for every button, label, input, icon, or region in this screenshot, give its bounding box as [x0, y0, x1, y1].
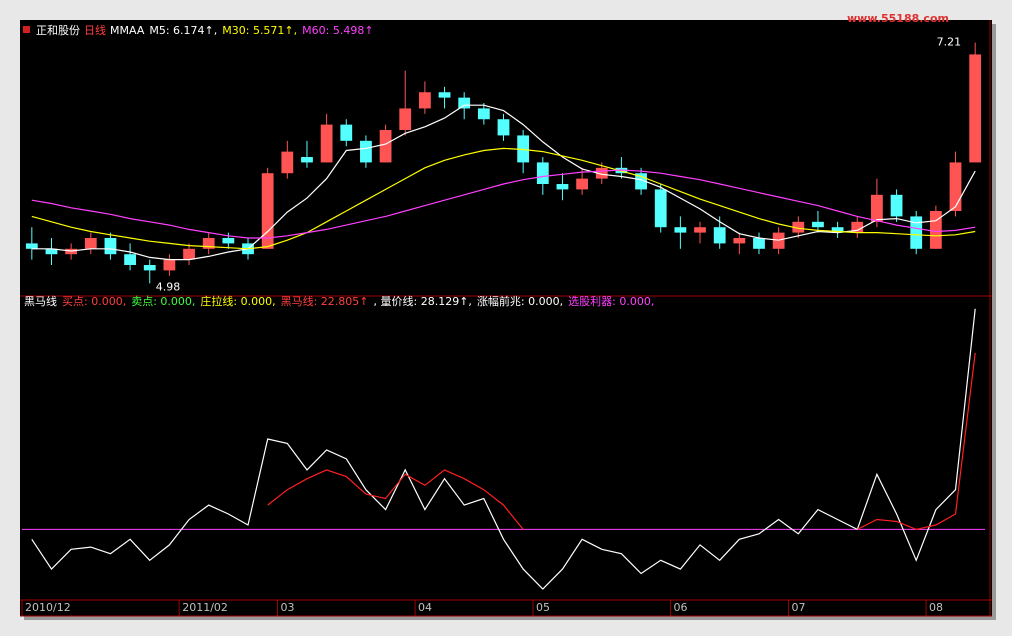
- legend-item: M30: 5.571↑,: [222, 24, 297, 37]
- candle-body: [595, 167, 608, 179]
- high-label: 7.21: [937, 36, 962, 49]
- icon: [23, 26, 30, 33]
- period: 日线: [84, 23, 106, 37]
- candle-body: [45, 248, 58, 255]
- candle-body: [713, 227, 726, 244]
- x-tick-label: 06: [674, 601, 688, 614]
- x-tick-label: 04: [418, 601, 432, 614]
- candle-body: [635, 173, 647, 190]
- low-label: 4.98: [156, 280, 181, 293]
- candle-body: [320, 124, 333, 163]
- candle-body: [576, 178, 589, 190]
- series-line: [31, 169, 976, 239]
- candle-body: [831, 227, 844, 233]
- candle-body: [84, 238, 97, 249]
- indicator-name: MMAA: [110, 24, 145, 37]
- x-tick-label: 07: [791, 601, 805, 614]
- legend-item: M60: 5.498↑: [302, 24, 373, 37]
- candle-body: [399, 108, 412, 131]
- candle-body: [890, 194, 903, 217]
- candle-body: [654, 189, 667, 228]
- candle-body: [379, 130, 392, 163]
- legend: 黑马线 买点: 0.000, 卖点: 0.000, 庄拉线: 0.000, 黑马线: 2…: [24, 294, 654, 308]
- x-tick-label: 08: [929, 601, 943, 614]
- stock-name: 正和股份: [36, 24, 80, 37]
- candle-body: [163, 259, 176, 271]
- series-line: [31, 308, 976, 590]
- watermark: www.55188.com: [847, 12, 949, 25]
- candle-body: [360, 140, 372, 163]
- legend-item: M5: 6.174↑,: [149, 24, 217, 37]
- candle-body: [340, 124, 353, 141]
- candle-body: [143, 265, 156, 271]
- candle-body: [458, 97, 471, 109]
- candle-body: [536, 162, 549, 185]
- candle-body: [497, 119, 510, 136]
- candle-body: [222, 238, 235, 244]
- legend-item: 买点: 0.000,: [62, 295, 126, 308]
- candle-body: [812, 221, 824, 228]
- legend-item: 卖点: 0.000,: [131, 295, 195, 308]
- candle-body: [949, 162, 962, 212]
- legend-item: 涨幅前兆: 0.000,: [477, 294, 563, 308]
- x-tick-label: 2010/12: [25, 601, 71, 614]
- candle-body: [183, 248, 195, 260]
- legend-item: 庄拉线: 0.000,: [200, 294, 275, 308]
- candle-body: [202, 238, 215, 249]
- candle-body: [792, 221, 805, 233]
- legend-item: , 量价线: 28.129↑,: [374, 294, 472, 308]
- x-tick-label: 03: [280, 601, 294, 614]
- candle-body: [851, 221, 864, 233]
- candle-body: [261, 173, 274, 249]
- candle-body: [124, 254, 136, 266]
- candle-body: [418, 92, 431, 109]
- candle-body: [104, 238, 117, 255]
- candle-body: [753, 238, 765, 249]
- candle-body: [871, 194, 883, 222]
- candle-body: [733, 238, 746, 244]
- candle-body: [438, 92, 451, 98]
- candle-body: [694, 227, 706, 233]
- chart-area: [20, 20, 992, 616]
- candle-body: [556, 184, 569, 190]
- x-tick-label: 05: [536, 601, 550, 614]
- indicator-title: 黑马线: [24, 294, 57, 308]
- series-line: [267, 352, 976, 531]
- candle-body: [25, 243, 38, 249]
- legend-item: 黑马线: 22.805↑: [281, 294, 369, 308]
- candle-body: [929, 211, 942, 249]
- candle-body: [674, 227, 687, 233]
- candle-body: [969, 54, 982, 163]
- legend-item: 选股利器: 0.000,: [568, 295, 654, 308]
- candle-body: [301, 157, 313, 163]
- series-line: [31, 104, 976, 261]
- candle-body: [281, 151, 294, 174]
- x-tick-label: 2011/02: [182, 601, 228, 614]
- series-line: [31, 147, 976, 250]
- candle-body: [477, 108, 490, 120]
- candle-body: [910, 216, 923, 249]
- legend: 正和股份 日线 MMAA M5: 6.174↑, M30: 5.571↑, M60: 5.…: [36, 23, 374, 37]
